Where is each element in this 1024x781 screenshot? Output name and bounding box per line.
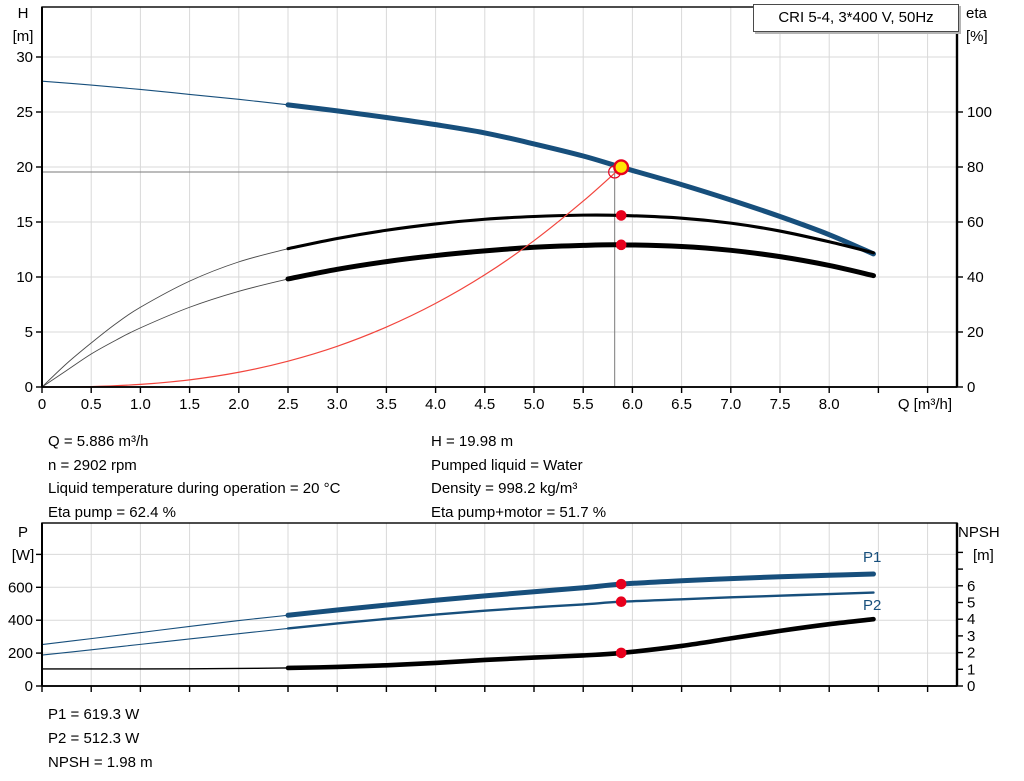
tick-label: 5.5: [573, 396, 594, 413]
curve-p1: [41, 614, 289, 646]
tick-label: 3.5: [376, 396, 397, 413]
curve-eta-pump: [286, 213, 876, 255]
annotation-temperature: Liquid temperature during operation = 20…: [48, 480, 341, 497]
tick-label: 10: [16, 269, 33, 286]
power-axis-title: P: [17, 524, 28, 541]
annotation-density: Density = 998.2 kg/m³: [431, 480, 578, 497]
duty-point-marker: [613, 159, 630, 176]
tick-label: 1.5: [179, 396, 200, 413]
eta-axis-title: eta: [966, 5, 987, 22]
tick-label: 60: [967, 214, 984, 231]
tick-label: 20: [967, 324, 984, 341]
annotation-flow: Q = 5.886 m³/h: [48, 433, 149, 450]
tick-label: 100: [967, 104, 992, 121]
tick-label: 6.0: [622, 396, 643, 413]
tick-label: 5: [25, 324, 33, 341]
head-axis-unit: [m]: [12, 28, 34, 45]
tick-label: 7.5: [770, 396, 791, 413]
head-axis-title: H: [17, 5, 29, 22]
curve-eta-pump: [41, 248, 289, 388]
operating-data-right: H = 19.98 m Pumped liquid = Water Densit…: [431, 430, 606, 524]
annotation-eta-pump-motor: Eta pump+motor = 51.7 %: [431, 503, 607, 521]
annotation-head: H = 19.98 m: [431, 433, 514, 450]
tick-label: 80: [967, 159, 984, 176]
operating-data-left: Q = 5.886 m³/h n = 2902 rpm Liquid tempe…: [48, 430, 340, 524]
annotation-p1: P1 = 619.3 W: [48, 706, 140, 723]
duty-value-dot: [615, 596, 627, 608]
tick-label: 0: [967, 379, 975, 396]
tick-label: 0: [967, 678, 975, 695]
curve-npsh: [285, 616, 876, 671]
curve-eta-pump-motor: [285, 242, 876, 282]
tick-label: 5.0: [524, 396, 545, 413]
curve-eta-pump-motor: [41, 278, 289, 388]
power-data-block: P1 = 619.3 W P2 = 512.3 W NPSH = 1.98 m: [48, 703, 153, 775]
eta-axis-unit: [%]: [966, 28, 988, 45]
tick-label: 0: [25, 379, 33, 396]
series-label-p1: P1: [863, 549, 882, 566]
tick-label: 2: [967, 645, 975, 662]
pump-title-box: CRI 5-4, 3*400 V, 50Hz: [753, 4, 959, 32]
tick-label: 25: [16, 104, 33, 121]
duty-value-dot: [615, 578, 627, 590]
npsh-axis-title: NPSH: [958, 524, 1000, 541]
curve-h: [41, 80, 289, 106]
tick-label: 7.0: [720, 396, 741, 413]
annotation-npsh: NPSH = 1.98 m: [48, 754, 153, 771]
tick-label: 40: [967, 269, 984, 286]
tick-label: 600: [8, 579, 33, 596]
power-axis-unit: [W]: [11, 547, 35, 564]
curve-p1: [285, 571, 876, 618]
annotation-p2: P2 = 512.3 W: [48, 730, 140, 747]
duty-value-dot: [615, 210, 627, 221]
tick-label: 2.5: [278, 396, 299, 413]
tick-label: 400: [8, 612, 33, 629]
tick-label: 1: [967, 661, 975, 678]
curve-npsh: [41, 667, 289, 670]
tick-label: 0: [38, 396, 46, 413]
tick-label: 8.0: [819, 396, 840, 413]
tick-label: 20: [16, 159, 33, 176]
tick-label: 4.5: [474, 396, 495, 413]
annotation-liquid: Pumped liquid = Water: [431, 456, 583, 474]
tick-label: 4.0: [425, 396, 446, 413]
curve-system-curve: [41, 166, 622, 388]
annotation-eta-pump: Eta pump = 62.4 %: [48, 503, 176, 521]
tick-label: 1.0: [130, 396, 151, 413]
tick-label: 2.0: [228, 396, 249, 413]
duty-value-dot: [615, 647, 627, 659]
tick-label: 15: [16, 214, 33, 231]
tick-label: 6: [967, 578, 975, 595]
curve-p2: [41, 627, 289, 656]
tick-label: 30: [16, 49, 33, 66]
tick-label: 5: [967, 595, 975, 612]
tick-label: 0: [25, 678, 33, 695]
tick-label: 6.5: [671, 396, 692, 413]
tick-label: 200: [8, 645, 33, 662]
npsh-axis-unit: [m]: [973, 547, 994, 564]
tick-label: 3.0: [327, 396, 348, 413]
annotation-speed: n = 2902 rpm: [48, 456, 137, 474]
duty-value-dot: [615, 239, 627, 251]
flow-axis-label: Q [m³/h]: [897, 396, 952, 413]
tick-label: 3: [967, 628, 975, 645]
curve-p2: [286, 591, 875, 630]
series-label-p2: P2: [863, 597, 882, 614]
tick-label: 4: [967, 611, 975, 628]
tick-label: 0.5: [81, 396, 102, 413]
curve-h: [285, 102, 876, 257]
head-chart: 0 0.5 1.0 1.5 2.0 2.5 3.0 3.5 4.0 4.5 5.0 5.5 6.0 6.5…: [16, 6, 992, 413]
